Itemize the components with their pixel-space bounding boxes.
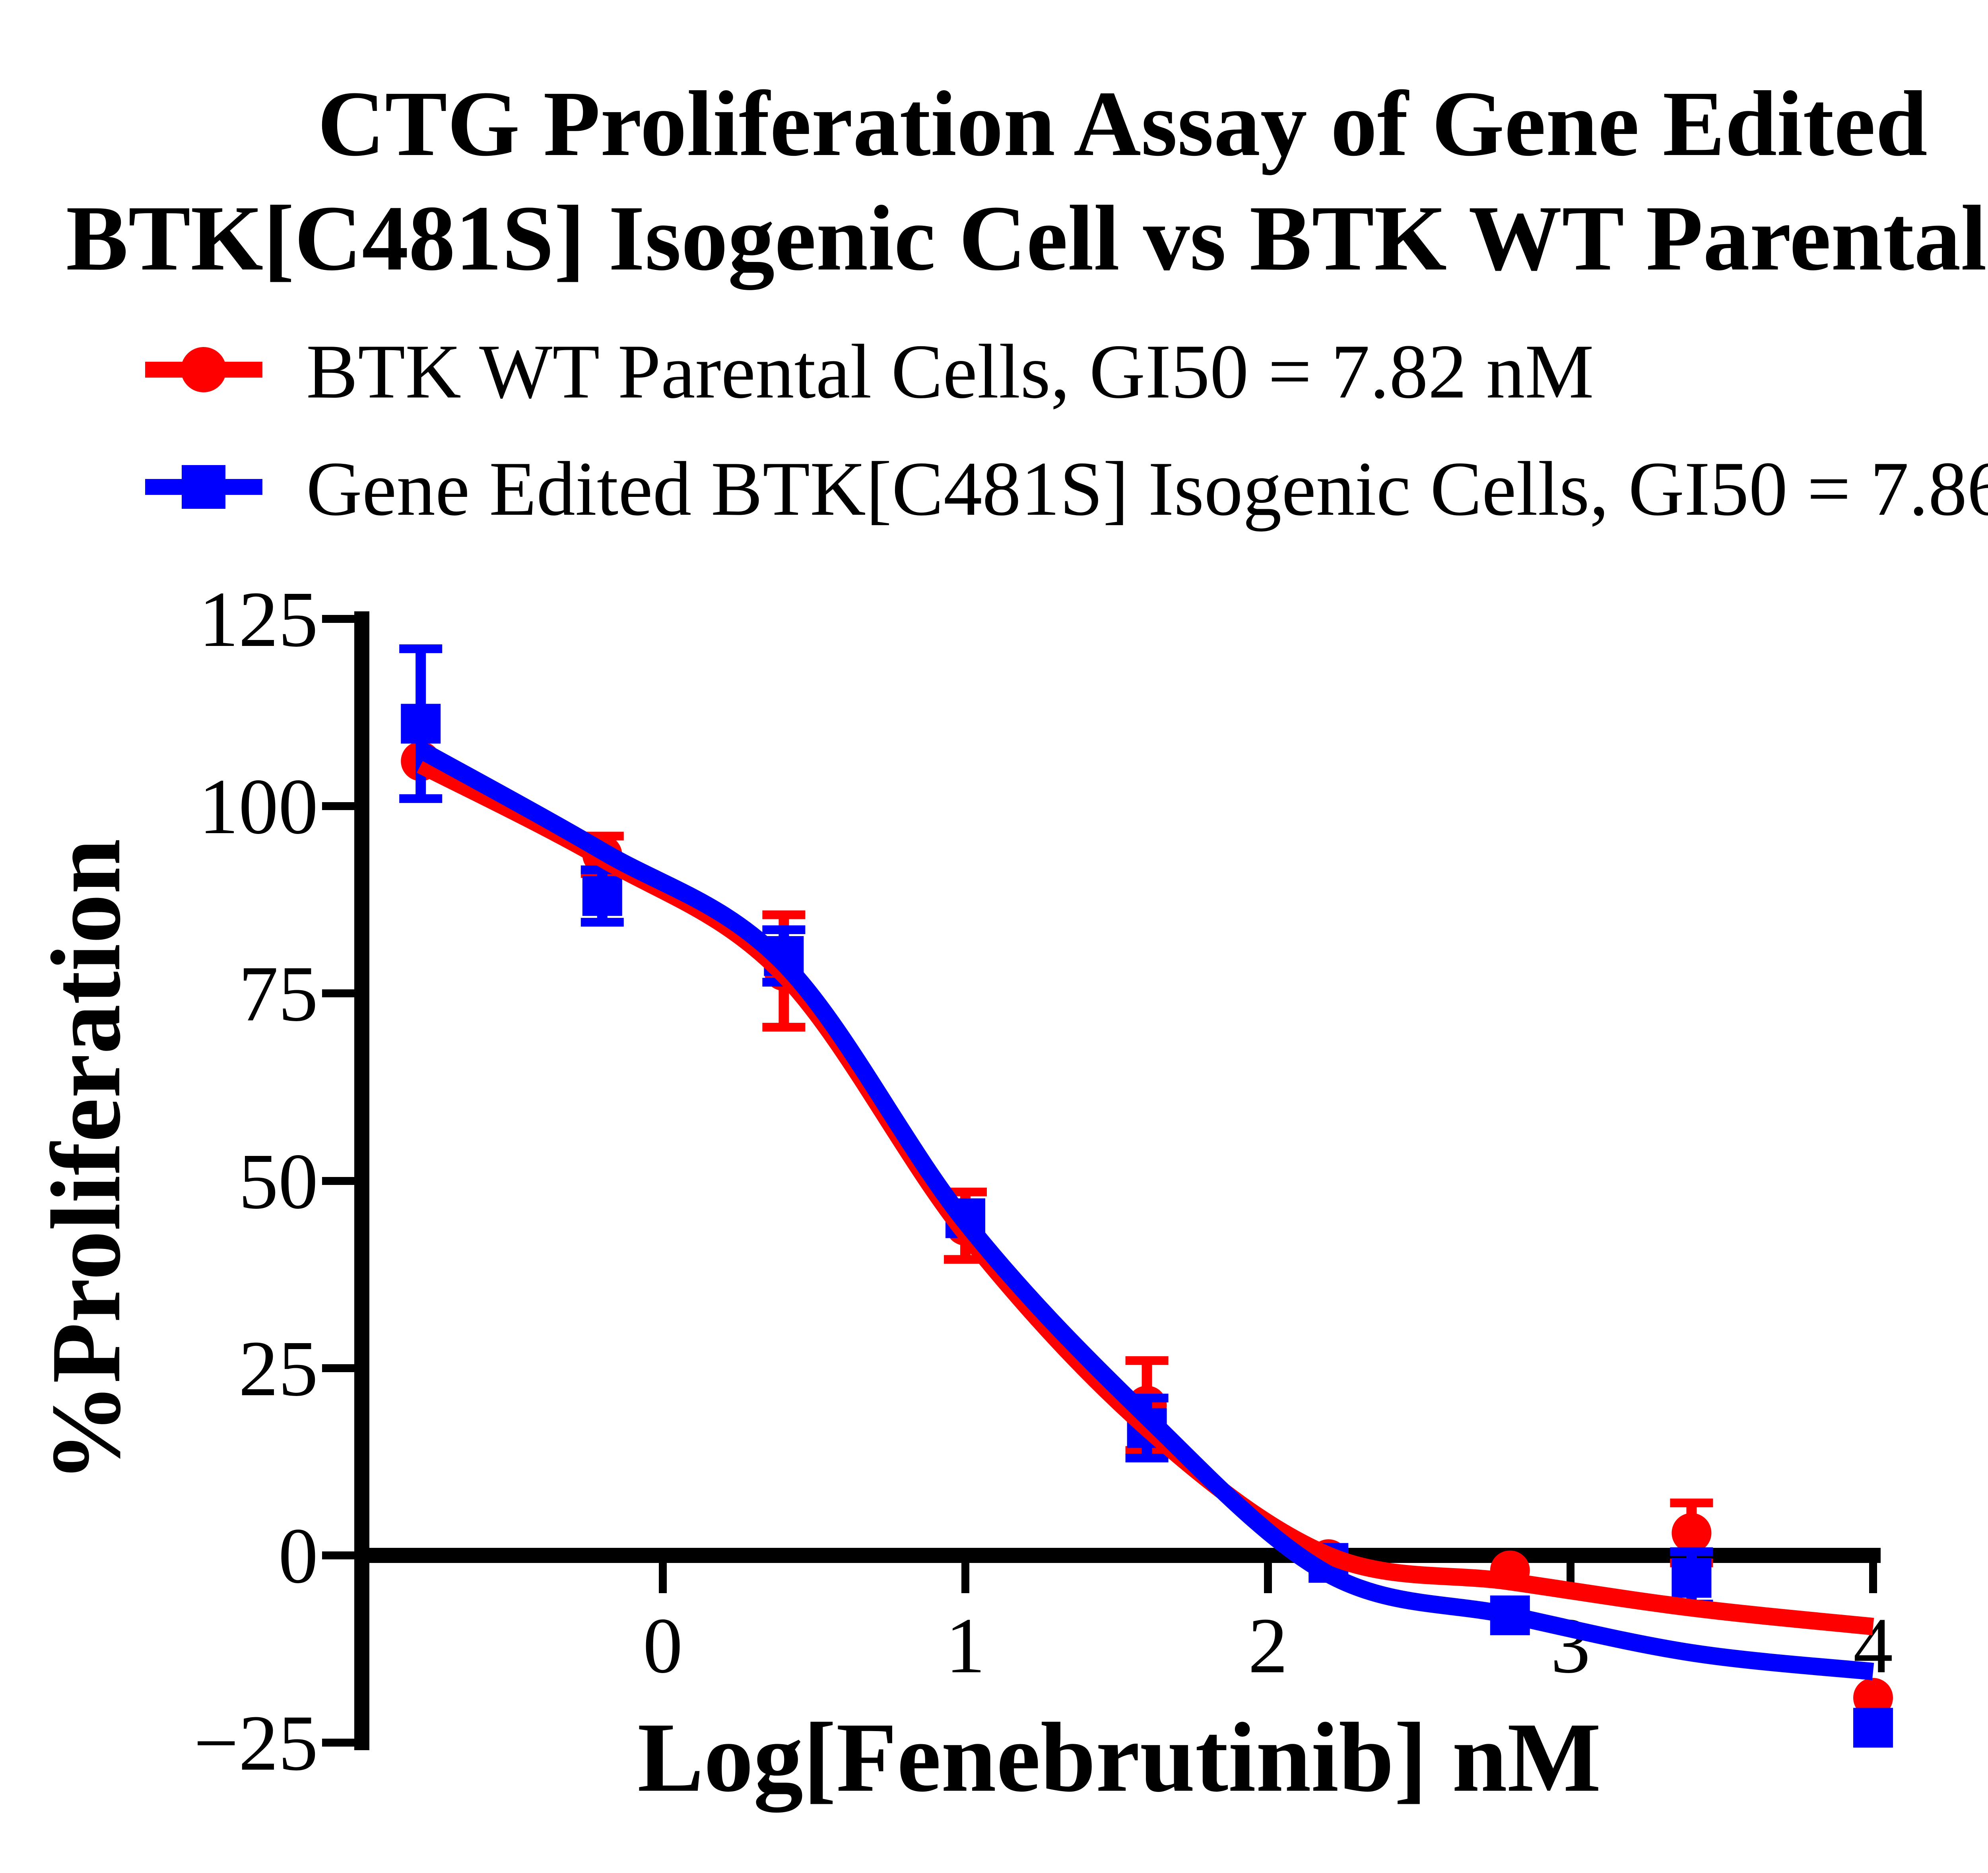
legend-item-wt: BTK WT Parental Cells, GI50 = 7.82 nM (145, 329, 1594, 415)
x-tick-label-2: 2 (1248, 1602, 1288, 1690)
plot-series (399, 644, 1893, 1748)
y-tick-label-125: 125 (199, 576, 318, 663)
y-tick-label-50: 50 (239, 1138, 318, 1225)
x-tick-label-3: 3 (1551, 1602, 1590, 1690)
axes (322, 611, 1881, 1750)
c481s-fit-curve (416, 742, 1874, 1681)
c481s-data-point (1853, 1708, 1893, 1748)
chart-title-line2: BTK[C481S] Isogenic Cell vs BTK WT Paren… (66, 186, 1988, 290)
legend-square-marker-icon (182, 465, 225, 509)
chart-title-line1: CTG Proliferation Assay of Gene Edited (317, 72, 1927, 175)
y-tick-label-0: 0 (278, 1512, 318, 1600)
x-tick-label-0: 0 (643, 1602, 683, 1690)
legend-circle-marker-icon (181, 347, 226, 392)
y-tick-labels: 125 100 75 50 25 0 −25 (194, 576, 318, 1787)
c481s-data-point (1672, 1558, 1712, 1598)
y-axis-title: %Proliferation (31, 839, 141, 1483)
legend-label-wt: BTK WT Parental Cells, GI50 = 7.82 nM (306, 329, 1594, 415)
c481s-data-point (582, 876, 622, 916)
y-tick-label-neg25: −25 (194, 1699, 318, 1787)
legend-item-c481s: Gene Edited BTK[C481S] Isogenic Cells, G… (145, 446, 1988, 532)
y-tick-label-100: 100 (199, 763, 318, 851)
x-tick-label-1: 1 (945, 1602, 985, 1690)
wt-data-point (1672, 1513, 1712, 1553)
legend: BTK WT Parental Cells, GI50 = 7.82 nM Ge… (145, 329, 1988, 532)
legend-label-c481s: Gene Edited BTK[C481S] Isogenic Cells, G… (306, 446, 1988, 532)
wt-data-point (1853, 1678, 1893, 1718)
c481s-data-point (401, 704, 441, 744)
y-tick-label-25: 25 (239, 1325, 318, 1413)
x-axis-title: Log[Fenebrutinib] nM (637, 1702, 1601, 1813)
y-tick-label-75: 75 (239, 950, 318, 1038)
wt-fit-curve (417, 757, 1874, 1635)
